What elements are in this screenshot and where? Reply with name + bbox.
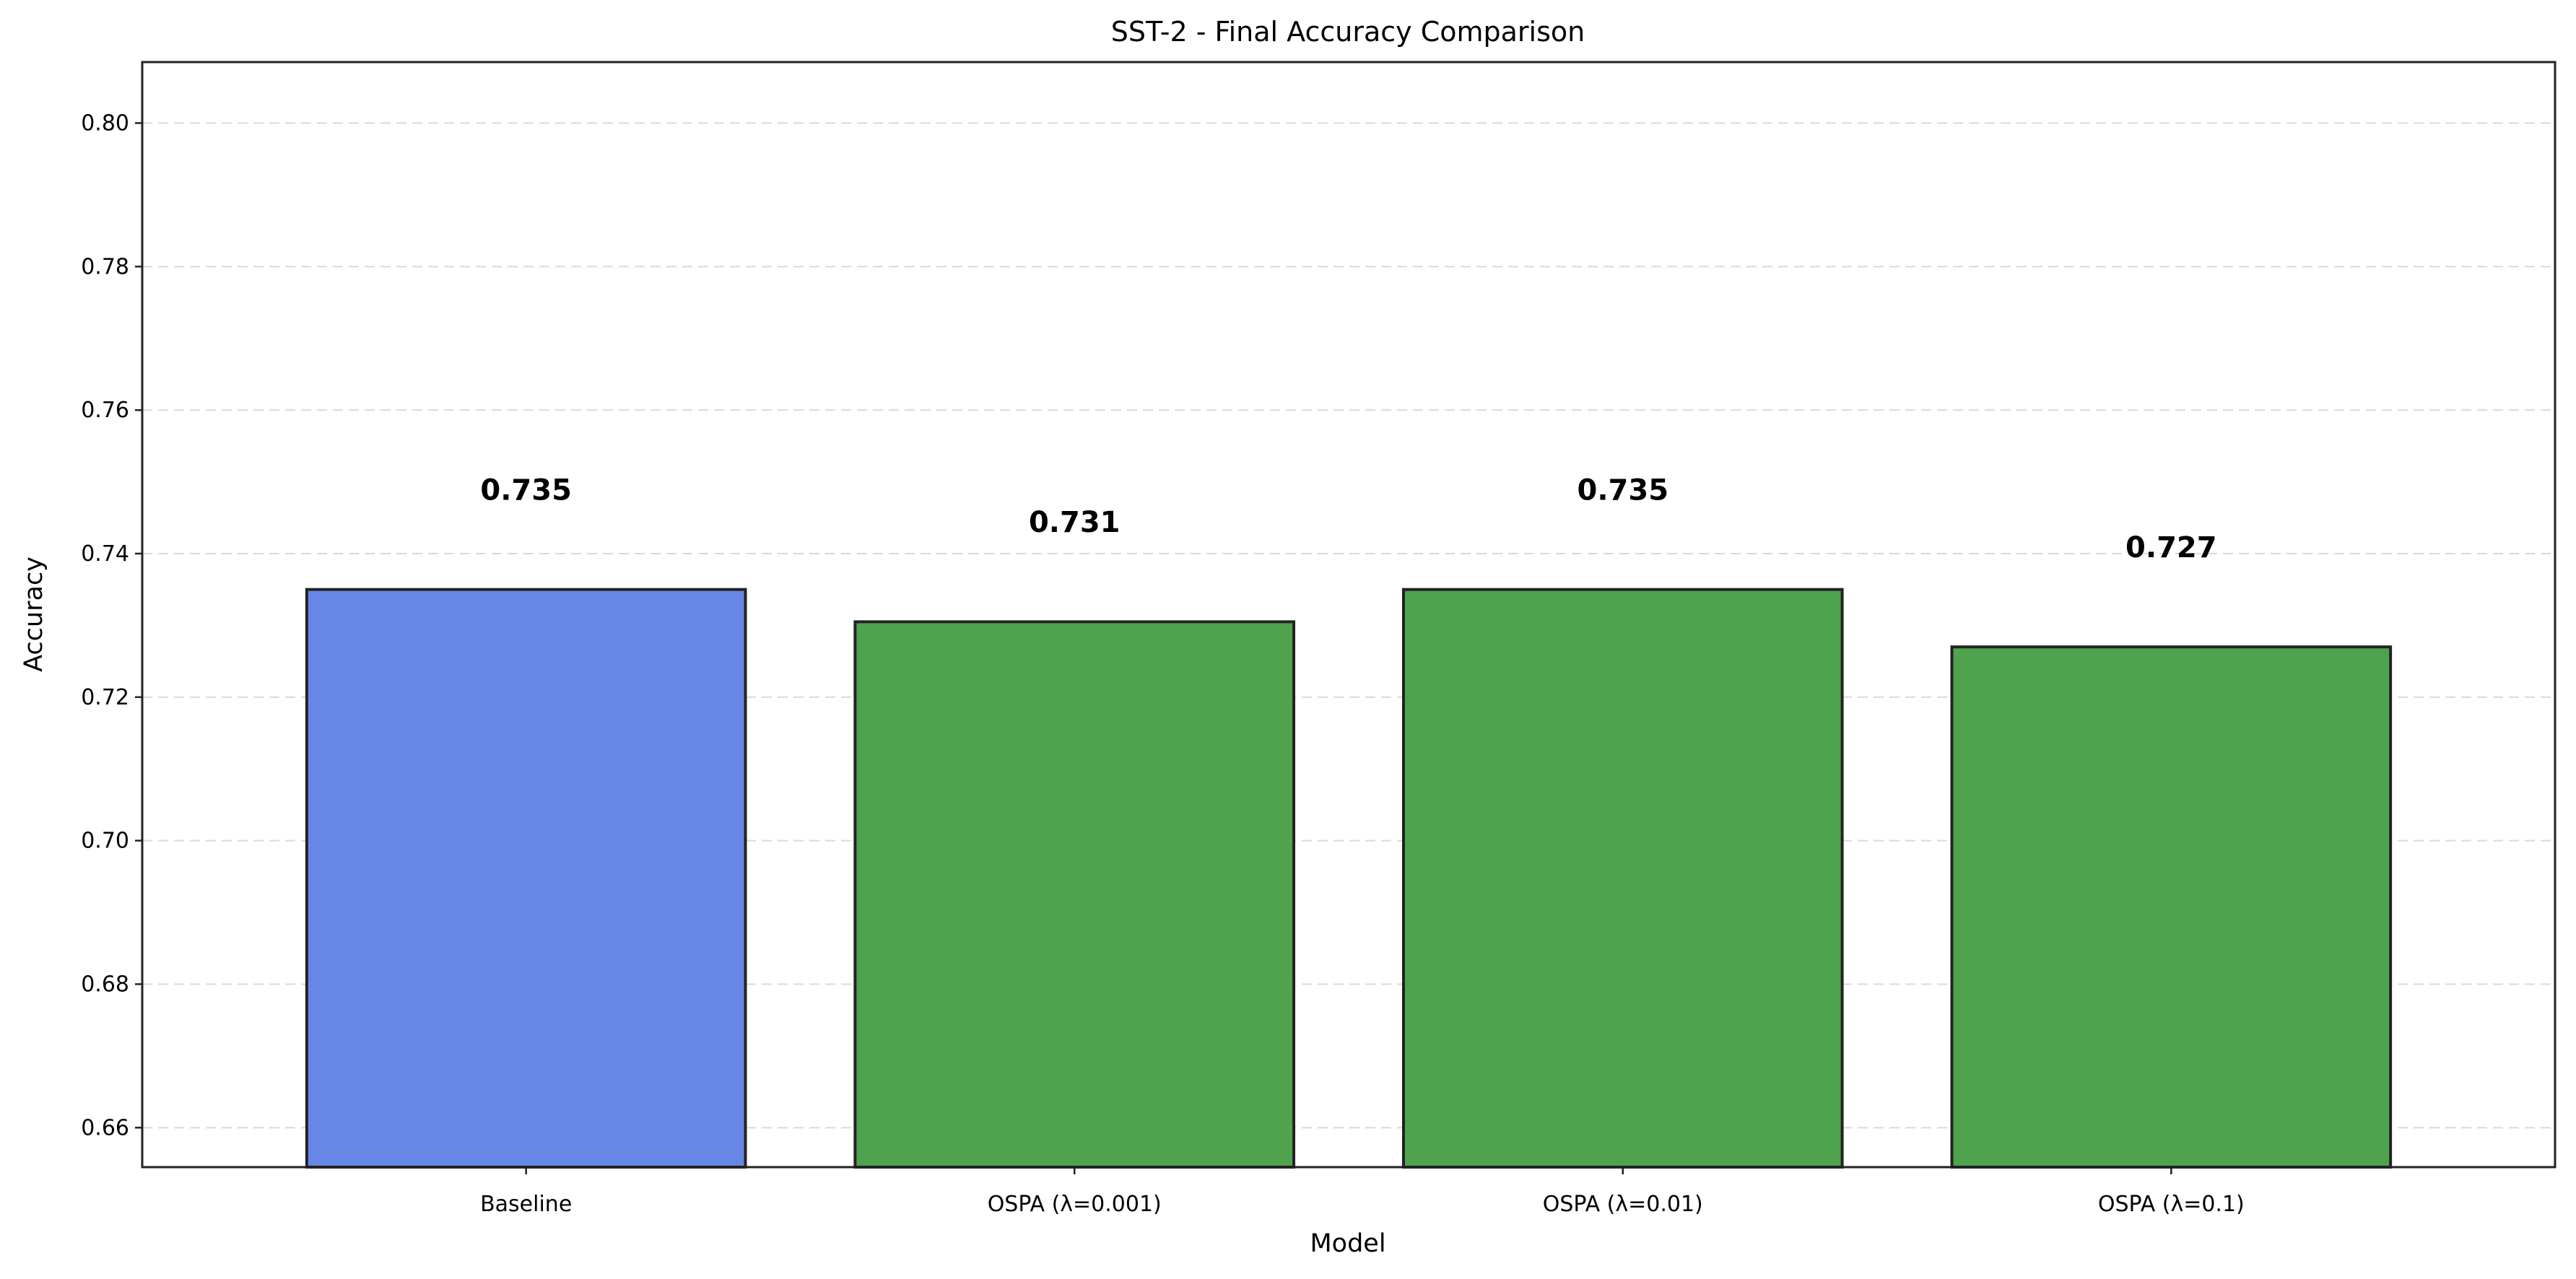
- x-axis-ticks: Baseline OSPA (λ=0.001) OSPA (λ=0.01) OSPA …: [480, 1167, 2245, 1217]
- x-tick-label: Baseline: [480, 1192, 572, 1217]
- y-tick-label: 0.68: [81, 972, 129, 997]
- y-tick-label: 0.72: [81, 685, 129, 710]
- bar: [1401, 588, 1844, 1169]
- x-tick-label: OSPA (λ=0.1): [2098, 1192, 2245, 1217]
- bar: [853, 620, 1296, 1169]
- chart-title: SST-2 - Final Accuracy Comparison: [1111, 16, 1585, 48]
- plot-frame: [141, 61, 2557, 1169]
- y-tick-label: 0.76: [81, 398, 129, 423]
- y-axis-label: Accuracy: [19, 556, 48, 672]
- y-tick-label: 0.66: [81, 1115, 129, 1140]
- y-tick-label: 0.78: [81, 254, 129, 279]
- bar: [305, 588, 747, 1169]
- x-axis-label: Model: [1310, 1229, 1385, 1258]
- y-tick-label: 0.70: [81, 829, 129, 854]
- y-axis-ticks: 0.66 0.68 0.70 0.72 0.74 0.76 0.78 0.80: [81, 111, 142, 1140]
- x-tick-label: OSPA (λ=0.001): [988, 1192, 1162, 1217]
- bar-value-label: 0.727: [2125, 531, 2217, 564]
- bar-value-label: 0.735: [1578, 473, 1669, 507]
- x-tick-label: OSPA (λ=0.01): [1543, 1192, 1703, 1217]
- bar-value-label: 0.735: [480, 473, 572, 507]
- y-tick-label: 0.80: [81, 111, 129, 136]
- bar: [1950, 645, 2393, 1169]
- value-labels: 0.735 0.731 0.735 0.727: [480, 473, 2216, 564]
- y-tick-label: 0.74: [81, 541, 129, 567]
- bars: [305, 588, 2393, 1169]
- bar-value-label: 0.731: [1029, 506, 1121, 539]
